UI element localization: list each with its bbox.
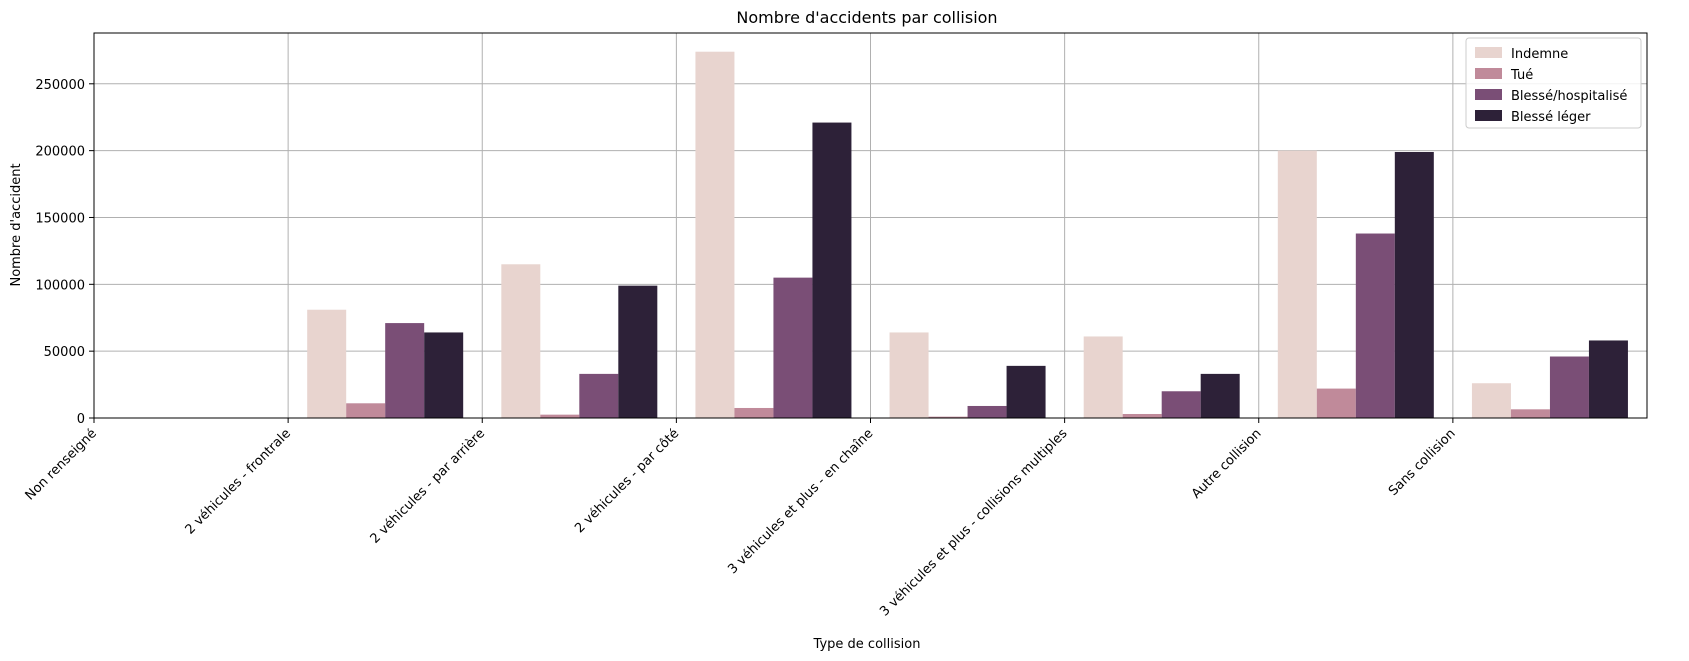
y-tick-label: 150000: [35, 211, 85, 226]
bar: [307, 309, 347, 418]
y-tick-label: 0: [77, 412, 85, 427]
legend-label: Blessé/hospitalisé: [1511, 89, 1627, 104]
y-axis: 0 50000 100000 150000 200000 250000: [35, 78, 94, 427]
x-tick-label: 3 véhicules et plus - collisions multipl…: [877, 426, 1070, 619]
bar: [424, 332, 464, 418]
bar: [734, 407, 774, 418]
bar: [773, 277, 813, 418]
x-tick-label: 2 véhicules - par côté: [572, 426, 682, 536]
bar: [1471, 383, 1511, 418]
x-tick-label: Autre collision: [1189, 426, 1265, 502]
x-tick-label: 3 véhicules et plus - en chaîne: [725, 426, 876, 577]
legend-label: Tué: [1510, 68, 1533, 83]
bar: [695, 51, 735, 419]
y-tick-label: 200000: [35, 145, 85, 160]
bar: [385, 323, 425, 418]
legend-swatch: [1475, 47, 1502, 58]
y-tick-label: 100000: [35, 278, 85, 293]
bar: [1355, 233, 1395, 418]
bar: [618, 285, 658, 418]
legend-label: Indemne: [1511, 47, 1568, 62]
bar: [1006, 365, 1046, 418]
bar: [889, 332, 929, 418]
x-tick-label: 2 véhicules - frontrale: [183, 426, 294, 537]
grid: [93, 33, 1647, 419]
bar: [1394, 151, 1434, 418]
bar: [540, 414, 580, 418]
x-tick-label: Sans collision: [1386, 426, 1459, 499]
y-axis-title: Nombre d'accident: [9, 163, 24, 286]
bar: [1510, 409, 1550, 418]
bar: [812, 122, 852, 418]
bar: [1549, 356, 1589, 418]
x-axis: Non renseigné 2 véhicules - frontrale 2 vé…: [23, 418, 1459, 619]
legend-swatch: [1475, 110, 1502, 121]
legend-swatch: [1475, 68, 1502, 79]
bar: [1122, 413, 1162, 418]
bars: [307, 51, 1628, 419]
bar: [1316, 388, 1356, 418]
bar: [1277, 150, 1317, 418]
x-tick-label: 2 véhicules - par arrière: [368, 426, 489, 547]
bar: [1083, 336, 1123, 418]
y-tick-label: 250000: [35, 78, 85, 93]
bar: [1588, 340, 1628, 418]
bar: [928, 416, 968, 418]
bar: [967, 405, 1007, 418]
y-tick-label: 50000: [44, 345, 85, 360]
chart-title: Nombre d'accidents par collision: [736, 8, 997, 27]
legend-swatch: [1475, 89, 1502, 100]
bar: [579, 373, 619, 418]
bar: [346, 403, 386, 418]
legend-label: Blessé léger: [1511, 110, 1591, 125]
bar: [1161, 391, 1201, 418]
x-axis-title: Type de collision: [813, 637, 921, 652]
bar: [501, 264, 541, 418]
legend: Indemne Tué Blessé/hospitalisé Blessé léger: [1465, 37, 1642, 129]
bar: [1200, 373, 1240, 418]
legend-box: [1465, 37, 1642, 129]
x-tick-label: Non renseigné: [23, 426, 100, 503]
